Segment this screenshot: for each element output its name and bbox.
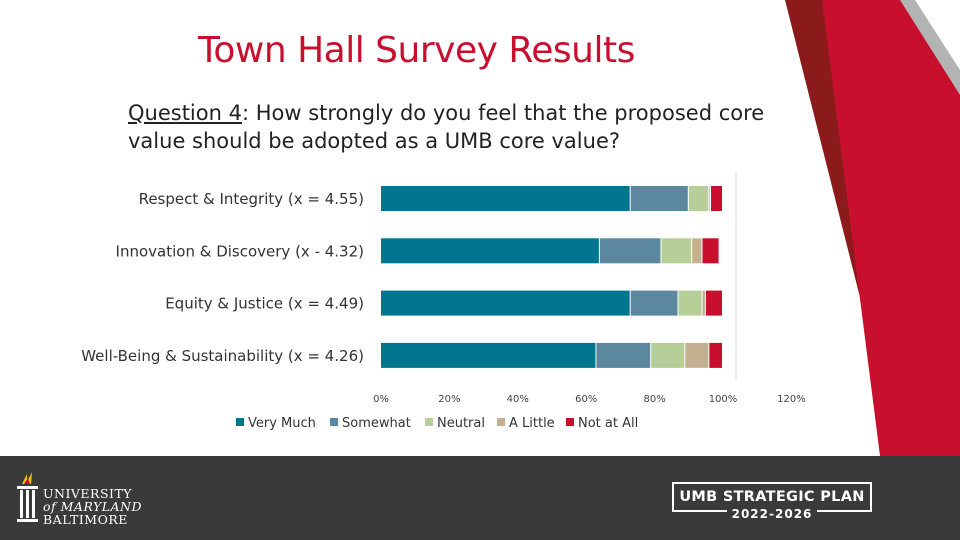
footer-bar — [0, 456, 960, 540]
category-label: Equity & Justice (x = 4.49) — [165, 295, 364, 313]
question-text: Question 4: How strongly do you feel tha… — [128, 99, 788, 155]
bar-segment — [661, 238, 692, 264]
slide-title: Town Hall Survey Results — [198, 30, 635, 71]
umb-logo-icon — [17, 472, 38, 522]
question-label: Question 4 — [128, 101, 242, 125]
x-tick-label: 40% — [507, 394, 529, 405]
bar-segment — [702, 290, 705, 316]
bar-segment — [709, 186, 711, 211]
bar-segment — [381, 342, 596, 368]
logo-line-1: UNIVERSITY — [43, 486, 133, 501]
bar-segment — [651, 342, 685, 368]
x-tick-label: 0% — [373, 394, 389, 405]
legend-label: Somewhat — [342, 416, 411, 431]
legend-swatch — [330, 418, 338, 426]
legend-swatch — [236, 418, 244, 426]
bar-segment — [688, 186, 709, 211]
bar-segment — [711, 186, 722, 211]
legend-swatch — [497, 418, 505, 426]
legend-label: A Little — [509, 416, 555, 431]
x-tick-label: 20% — [438, 394, 460, 405]
bar-segment — [381, 186, 630, 211]
legend-label: Not at All — [578, 416, 638, 431]
bar-segment — [630, 186, 688, 211]
question-body: : How strongly do you feel that the prop… — [128, 101, 765, 153]
bar-segment — [678, 290, 702, 316]
x-tick-label: 80% — [643, 394, 665, 405]
stacked-bar-chart: Respect & Integrity (x = 4.55) Innovation… — [81, 172, 806, 431]
strategic-plan-title: UMB STRATEGIC PLAN — [679, 489, 865, 505]
bar-segment — [709, 342, 722, 368]
legend-label: Very Much — [248, 416, 316, 431]
x-tick-label: 120% — [777, 394, 806, 405]
red-stripe — [822, 0, 960, 456]
x-tick-label: 60% — [575, 394, 597, 405]
category-label: Well-Being & Sustainability (x = 4.26) — [81, 347, 364, 365]
bar-segment — [702, 238, 719, 264]
strategic-plan-years: 2022-2026 — [727, 507, 817, 521]
university-logo-text: UNIVERSITY of MARYLAND BALTIMORE — [43, 487, 142, 526]
logo-line-3: BALTIMORE — [43, 512, 128, 527]
bar-segment — [381, 290, 630, 316]
legend-label: Neutral — [437, 416, 485, 431]
x-tick-label: 100% — [709, 394, 738, 405]
legend-swatch — [425, 418, 433, 426]
category-label: Respect & Integrity (x = 4.55) — [139, 190, 364, 208]
bar-segment — [705, 290, 722, 316]
logo-line-2: of MARYLAND — [43, 499, 143, 514]
bar-segment — [596, 342, 651, 368]
bar-segment — [381, 238, 599, 264]
bar-segment — [685, 342, 709, 368]
bar-segment — [630, 290, 678, 316]
bar-segment — [692, 238, 702, 264]
legend-swatch — [566, 418, 574, 426]
category-label: Innovation & Discovery (x - 4.32) — [116, 242, 364, 260]
bar-segment — [599, 238, 661, 264]
